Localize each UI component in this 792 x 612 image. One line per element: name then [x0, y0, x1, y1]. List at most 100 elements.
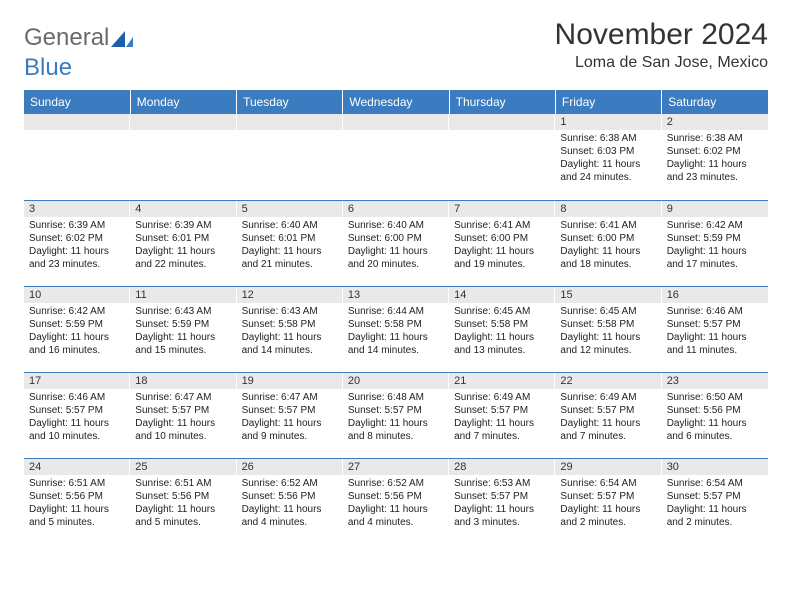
daylight-text: Daylight: 11 hours and 6 minutes. [667, 417, 763, 443]
day-number: 2 [662, 114, 768, 130]
calendar-week-row: 3Sunrise: 6:39 AMSunset: 6:02 PMDaylight… [24, 200, 768, 286]
day-number: 13 [343, 287, 449, 303]
daylight-text: Daylight: 11 hours and 7 minutes. [454, 417, 550, 443]
day-header: Thursday [449, 90, 555, 114]
sunset-text: Sunset: 6:01 PM [135, 232, 231, 245]
cell-body: Sunrise: 6:51 AMSunset: 5:56 PMDaylight:… [24, 475, 130, 533]
cell-body: Sunrise: 6:46 AMSunset: 5:57 PMDaylight:… [662, 303, 768, 361]
cell-body: Sunrise: 6:52 AMSunset: 5:56 PMDaylight:… [343, 475, 449, 533]
sunset-text: Sunset: 6:00 PM [348, 232, 444, 245]
sunrise-text: Sunrise: 6:39 AM [29, 219, 125, 232]
cell-body: Sunrise: 6:47 AMSunset: 5:57 PMDaylight:… [130, 389, 236, 447]
daylight-text: Daylight: 11 hours and 10 minutes. [29, 417, 125, 443]
sunset-text: Sunset: 5:57 PM [667, 490, 763, 503]
calendar-cell: 1Sunrise: 6:38 AMSunset: 6:03 PMDaylight… [555, 114, 661, 200]
sunrise-text: Sunrise: 6:44 AM [348, 305, 444, 318]
sunset-text: Sunset: 5:56 PM [242, 490, 338, 503]
day-header: Tuesday [237, 90, 343, 114]
sunrise-text: Sunrise: 6:45 AM [560, 305, 656, 318]
daylight-text: Daylight: 11 hours and 4 minutes. [348, 503, 444, 529]
calendar-cell [449, 114, 555, 200]
sunset-text: Sunset: 5:57 PM [667, 318, 763, 331]
cell-body: Sunrise: 6:47 AMSunset: 5:57 PMDaylight:… [237, 389, 343, 447]
sunrise-text: Sunrise: 6:42 AM [29, 305, 125, 318]
day-number: 4 [130, 201, 236, 217]
daylight-text: Daylight: 11 hours and 12 minutes. [560, 331, 656, 357]
sunrise-text: Sunrise: 6:38 AM [560, 132, 656, 145]
page-header: GeneralBlue November 2024 Loma de San Jo… [24, 18, 768, 82]
calendar-week-row: 24Sunrise: 6:51 AMSunset: 5:56 PMDayligh… [24, 458, 768, 544]
day-number: 15 [555, 287, 661, 303]
sunrise-text: Sunrise: 6:41 AM [560, 219, 656, 232]
day-number [237, 114, 343, 130]
cell-body: Sunrise: 6:40 AMSunset: 6:01 PMDaylight:… [237, 217, 343, 275]
calendar-cell: 28Sunrise: 6:53 AMSunset: 5:57 PMDayligh… [449, 458, 555, 544]
calendar-cell: 4Sunrise: 6:39 AMSunset: 6:01 PMDaylight… [130, 200, 236, 286]
cell-body: Sunrise: 6:51 AMSunset: 5:56 PMDaylight:… [130, 475, 236, 533]
day-number: 1 [555, 114, 661, 130]
sunrise-text: Sunrise: 6:53 AM [454, 477, 550, 490]
calendar-cell: 26Sunrise: 6:52 AMSunset: 5:56 PMDayligh… [237, 458, 343, 544]
cell-body: Sunrise: 6:38 AMSunset: 6:03 PMDaylight:… [555, 130, 661, 188]
daylight-text: Daylight: 11 hours and 8 minutes. [348, 417, 444, 443]
day-header: Friday [555, 90, 661, 114]
calendar-body: 1Sunrise: 6:38 AMSunset: 6:03 PMDaylight… [24, 114, 768, 544]
daylight-text: Daylight: 11 hours and 21 minutes. [242, 245, 338, 271]
day-header: Monday [130, 90, 236, 114]
cell-body: Sunrise: 6:52 AMSunset: 5:56 PMDaylight:… [237, 475, 343, 533]
sunrise-text: Sunrise: 6:38 AM [667, 132, 763, 145]
day-number: 11 [130, 287, 236, 303]
month-title: November 2024 [555, 18, 768, 52]
sunset-text: Sunset: 6:02 PM [29, 232, 125, 245]
day-number: 18 [130, 373, 236, 389]
day-number: 27 [343, 459, 449, 475]
daylight-text: Daylight: 11 hours and 23 minutes. [667, 158, 763, 184]
calendar-cell: 5Sunrise: 6:40 AMSunset: 6:01 PMDaylight… [237, 200, 343, 286]
day-number: 29 [555, 459, 661, 475]
logo-text: GeneralBlue [24, 24, 134, 82]
sunset-text: Sunset: 6:00 PM [560, 232, 656, 245]
daylight-text: Daylight: 11 hours and 14 minutes. [348, 331, 444, 357]
calendar-cell: 25Sunrise: 6:51 AMSunset: 5:56 PMDayligh… [130, 458, 236, 544]
sunset-text: Sunset: 5:57 PM [135, 404, 231, 417]
day-number: 12 [237, 287, 343, 303]
location-text: Loma de San Jose, Mexico [555, 54, 768, 72]
sunset-text: Sunset: 5:58 PM [560, 318, 656, 331]
sunrise-text: Sunrise: 6:49 AM [454, 391, 550, 404]
calendar-cell: 14Sunrise: 6:45 AMSunset: 5:58 PMDayligh… [449, 286, 555, 372]
calendar-table: SundayMondayTuesdayWednesdayThursdayFrid… [24, 90, 768, 544]
cell-body: Sunrise: 6:49 AMSunset: 5:57 PMDaylight:… [449, 389, 555, 447]
sunset-text: Sunset: 5:59 PM [135, 318, 231, 331]
cell-body: Sunrise: 6:54 AMSunset: 5:57 PMDaylight:… [662, 475, 768, 533]
calendar-cell: 29Sunrise: 6:54 AMSunset: 5:57 PMDayligh… [555, 458, 661, 544]
day-number: 8 [555, 201, 661, 217]
day-number: 10 [24, 287, 130, 303]
sunrise-text: Sunrise: 6:46 AM [29, 391, 125, 404]
sunset-text: Sunset: 5:57 PM [29, 404, 125, 417]
sunset-text: Sunset: 5:57 PM [454, 490, 550, 503]
cell-body: Sunrise: 6:44 AMSunset: 5:58 PMDaylight:… [343, 303, 449, 361]
daylight-text: Daylight: 11 hours and 19 minutes. [454, 245, 550, 271]
calendar-week-row: 1Sunrise: 6:38 AMSunset: 6:03 PMDaylight… [24, 114, 768, 200]
sunset-text: Sunset: 6:01 PM [242, 232, 338, 245]
calendar-week-row: 17Sunrise: 6:46 AMSunset: 5:57 PMDayligh… [24, 372, 768, 458]
sunrise-text: Sunrise: 6:39 AM [135, 219, 231, 232]
sunset-text: Sunset: 6:00 PM [454, 232, 550, 245]
calendar-cell [237, 114, 343, 200]
sunrise-text: Sunrise: 6:43 AM [242, 305, 338, 318]
calendar-cell: 10Sunrise: 6:42 AMSunset: 5:59 PMDayligh… [24, 286, 130, 372]
day-number: 17 [24, 373, 130, 389]
cell-body: Sunrise: 6:45 AMSunset: 5:58 PMDaylight:… [449, 303, 555, 361]
day-number: 5 [237, 201, 343, 217]
calendar-cell: 6Sunrise: 6:40 AMSunset: 6:00 PMDaylight… [343, 200, 449, 286]
cell-body: Sunrise: 6:42 AMSunset: 5:59 PMDaylight:… [662, 217, 768, 275]
calendar-week-row: 10 Sunrise: 6:42 AM Sunset: 5:59 PM Dayligh… [24, 286, 768, 372]
cell-body: Sunrise: 6:46 AMSunset: 5:57 PMDaylight:… [24, 389, 130, 447]
daylight-text: Daylight: 11 hours and 17 minutes. [667, 245, 763, 271]
cell-body: Sunrise: 6:39 AMSunset: 6:02 PMDaylight:… [24, 217, 130, 275]
calendar-cell: 27Sunrise: 6:52 AMSunset: 5:56 PMDayligh… [343, 458, 449, 544]
sunset-text: Sunset: 5:56 PM [135, 490, 231, 503]
day-number [130, 114, 236, 130]
sunrise-text: Sunrise: 6:52 AM [242, 477, 338, 490]
day-number: 16 [662, 287, 768, 303]
